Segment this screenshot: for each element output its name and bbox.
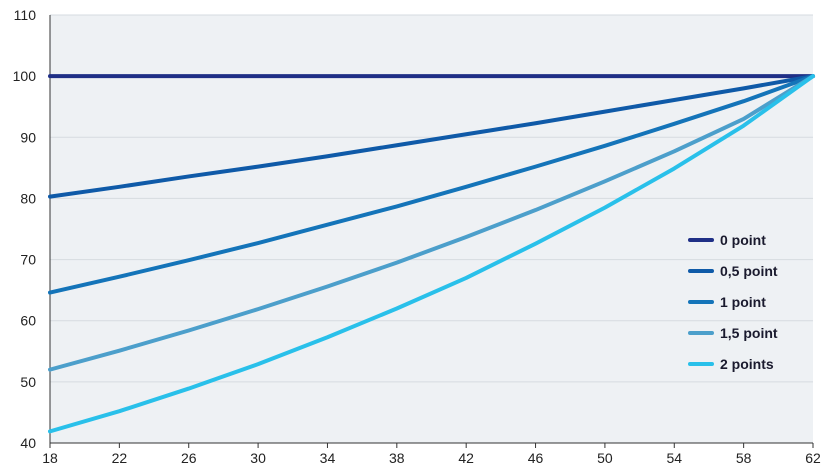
- x-tick-label: 22: [112, 450, 128, 466]
- y-tick-label: 100: [13, 68, 37, 84]
- x-tick-labels: 18 22 26 30 34 38 42 46 50 54 58 62: [42, 450, 821, 466]
- x-tick-label: 30: [250, 450, 266, 466]
- x-tick-label: 50: [597, 450, 613, 466]
- x-tick-label: 54: [666, 450, 682, 466]
- legend-label: 1 point: [720, 294, 766, 310]
- x-tick-label: 34: [320, 450, 336, 466]
- series-group: [48, 74, 815, 434]
- y-tick-label: 70: [20, 252, 36, 268]
- legend: 0 point 0,5 point 1 point 1,5 point 2 points: [688, 232, 778, 372]
- legend-label: 0 point: [720, 232, 766, 248]
- plot-background: [50, 15, 813, 443]
- x-tick-label: 42: [458, 450, 474, 466]
- x-tick-label: 26: [181, 450, 197, 466]
- series-line-3: [48, 74, 815, 372]
- x-tick-label: 62: [805, 450, 821, 466]
- y-tick-labels: 40 50 60 70 80 90 100 110: [13, 7, 37, 451]
- y-tick-label: 50: [20, 374, 36, 390]
- y-tick-label: 90: [20, 129, 36, 145]
- legend-label: 1,5 point: [720, 325, 778, 341]
- legend-label: 2 points: [720, 356, 774, 372]
- y-tick-label: 80: [20, 190, 36, 206]
- x-tick-label: 58: [736, 450, 752, 466]
- x-tick-label: 18: [42, 450, 58, 466]
- axes: [49, 15, 814, 448]
- legend-label: 0,5 point: [720, 263, 778, 279]
- y-tick-label: 40: [20, 435, 36, 451]
- y-tick-label: 60: [20, 313, 36, 329]
- y-tick-label: 110: [14, 7, 37, 23]
- series-line-4: [48, 74, 815, 434]
- x-tick-label: 46: [528, 450, 544, 466]
- x-tick-label: 38: [389, 450, 405, 466]
- series-line-2: [48, 74, 815, 295]
- series-line-1: [48, 74, 815, 199]
